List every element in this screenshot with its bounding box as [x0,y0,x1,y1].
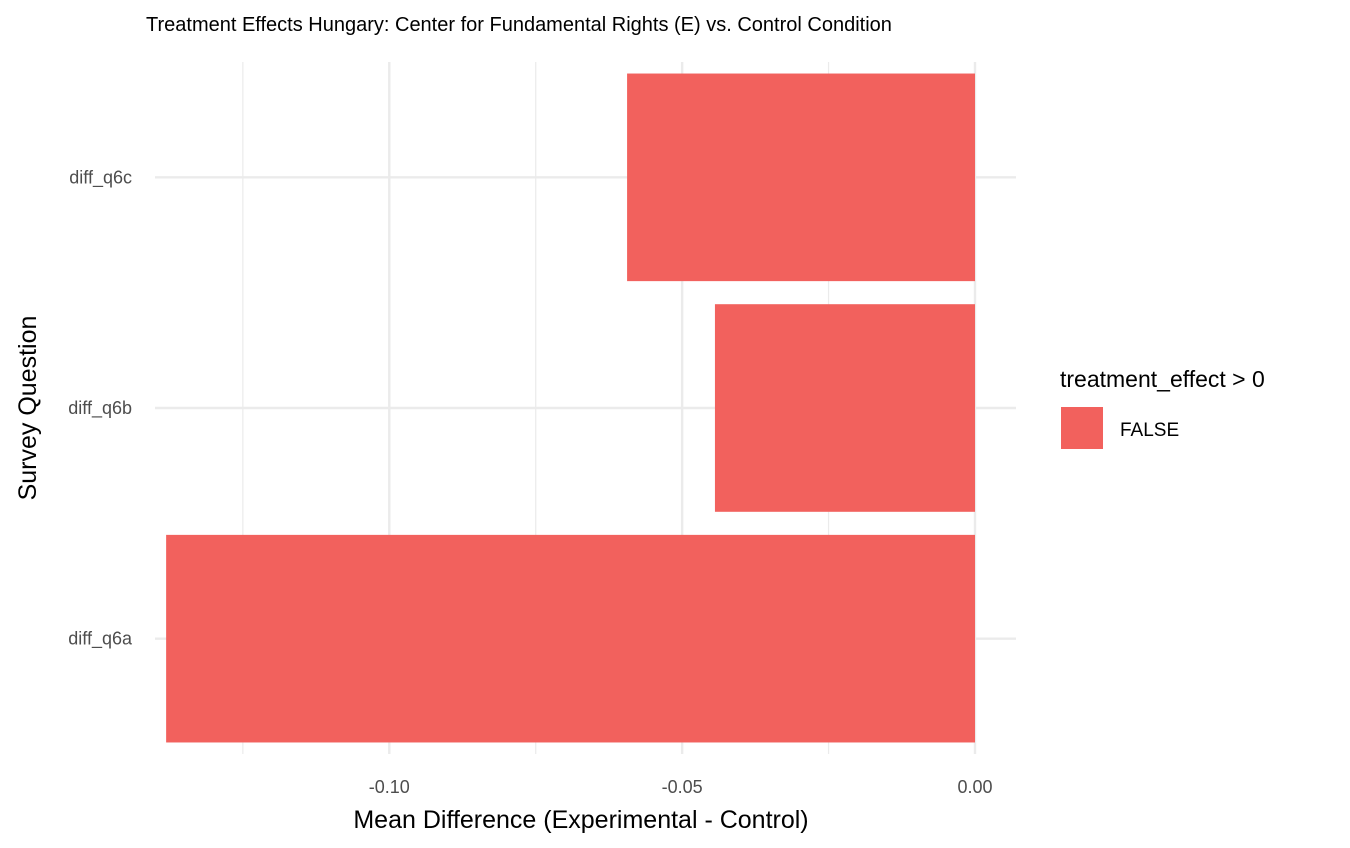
x-tick-label: 0.00 [957,777,992,797]
legend-title: treatment_effect > 0 [1060,366,1265,392]
legend: treatment_effect > 0 FALSE [1060,366,1265,449]
y-axis-title: Survey Question [14,316,42,501]
bar-diff-q6c [627,73,975,282]
bar-diff-q6a [166,534,976,743]
y-tick-label: diff_q6a [68,629,133,650]
x-tick-label: -0.10 [369,777,410,797]
y-tick-label: diff_q6b [68,398,132,419]
y-tick-label: diff_q6c [69,167,132,188]
chart-title: Treatment Effects Hungary: Center for Fu… [146,14,892,36]
legend-label-false: FALSE [1120,420,1179,441]
bar-diff-q6b [714,304,975,512]
legend-key-false [1061,407,1103,449]
bars [166,73,976,743]
x-axis-title: Mean Difference (Experimental - Control) [353,806,808,834]
x-tick-labels: -0.10 -0.05 0.00 [369,777,993,797]
x-tick-label: -0.05 [662,777,703,797]
y-tick-labels: diff_q6a diff_q6b diff_q6c [68,167,133,649]
